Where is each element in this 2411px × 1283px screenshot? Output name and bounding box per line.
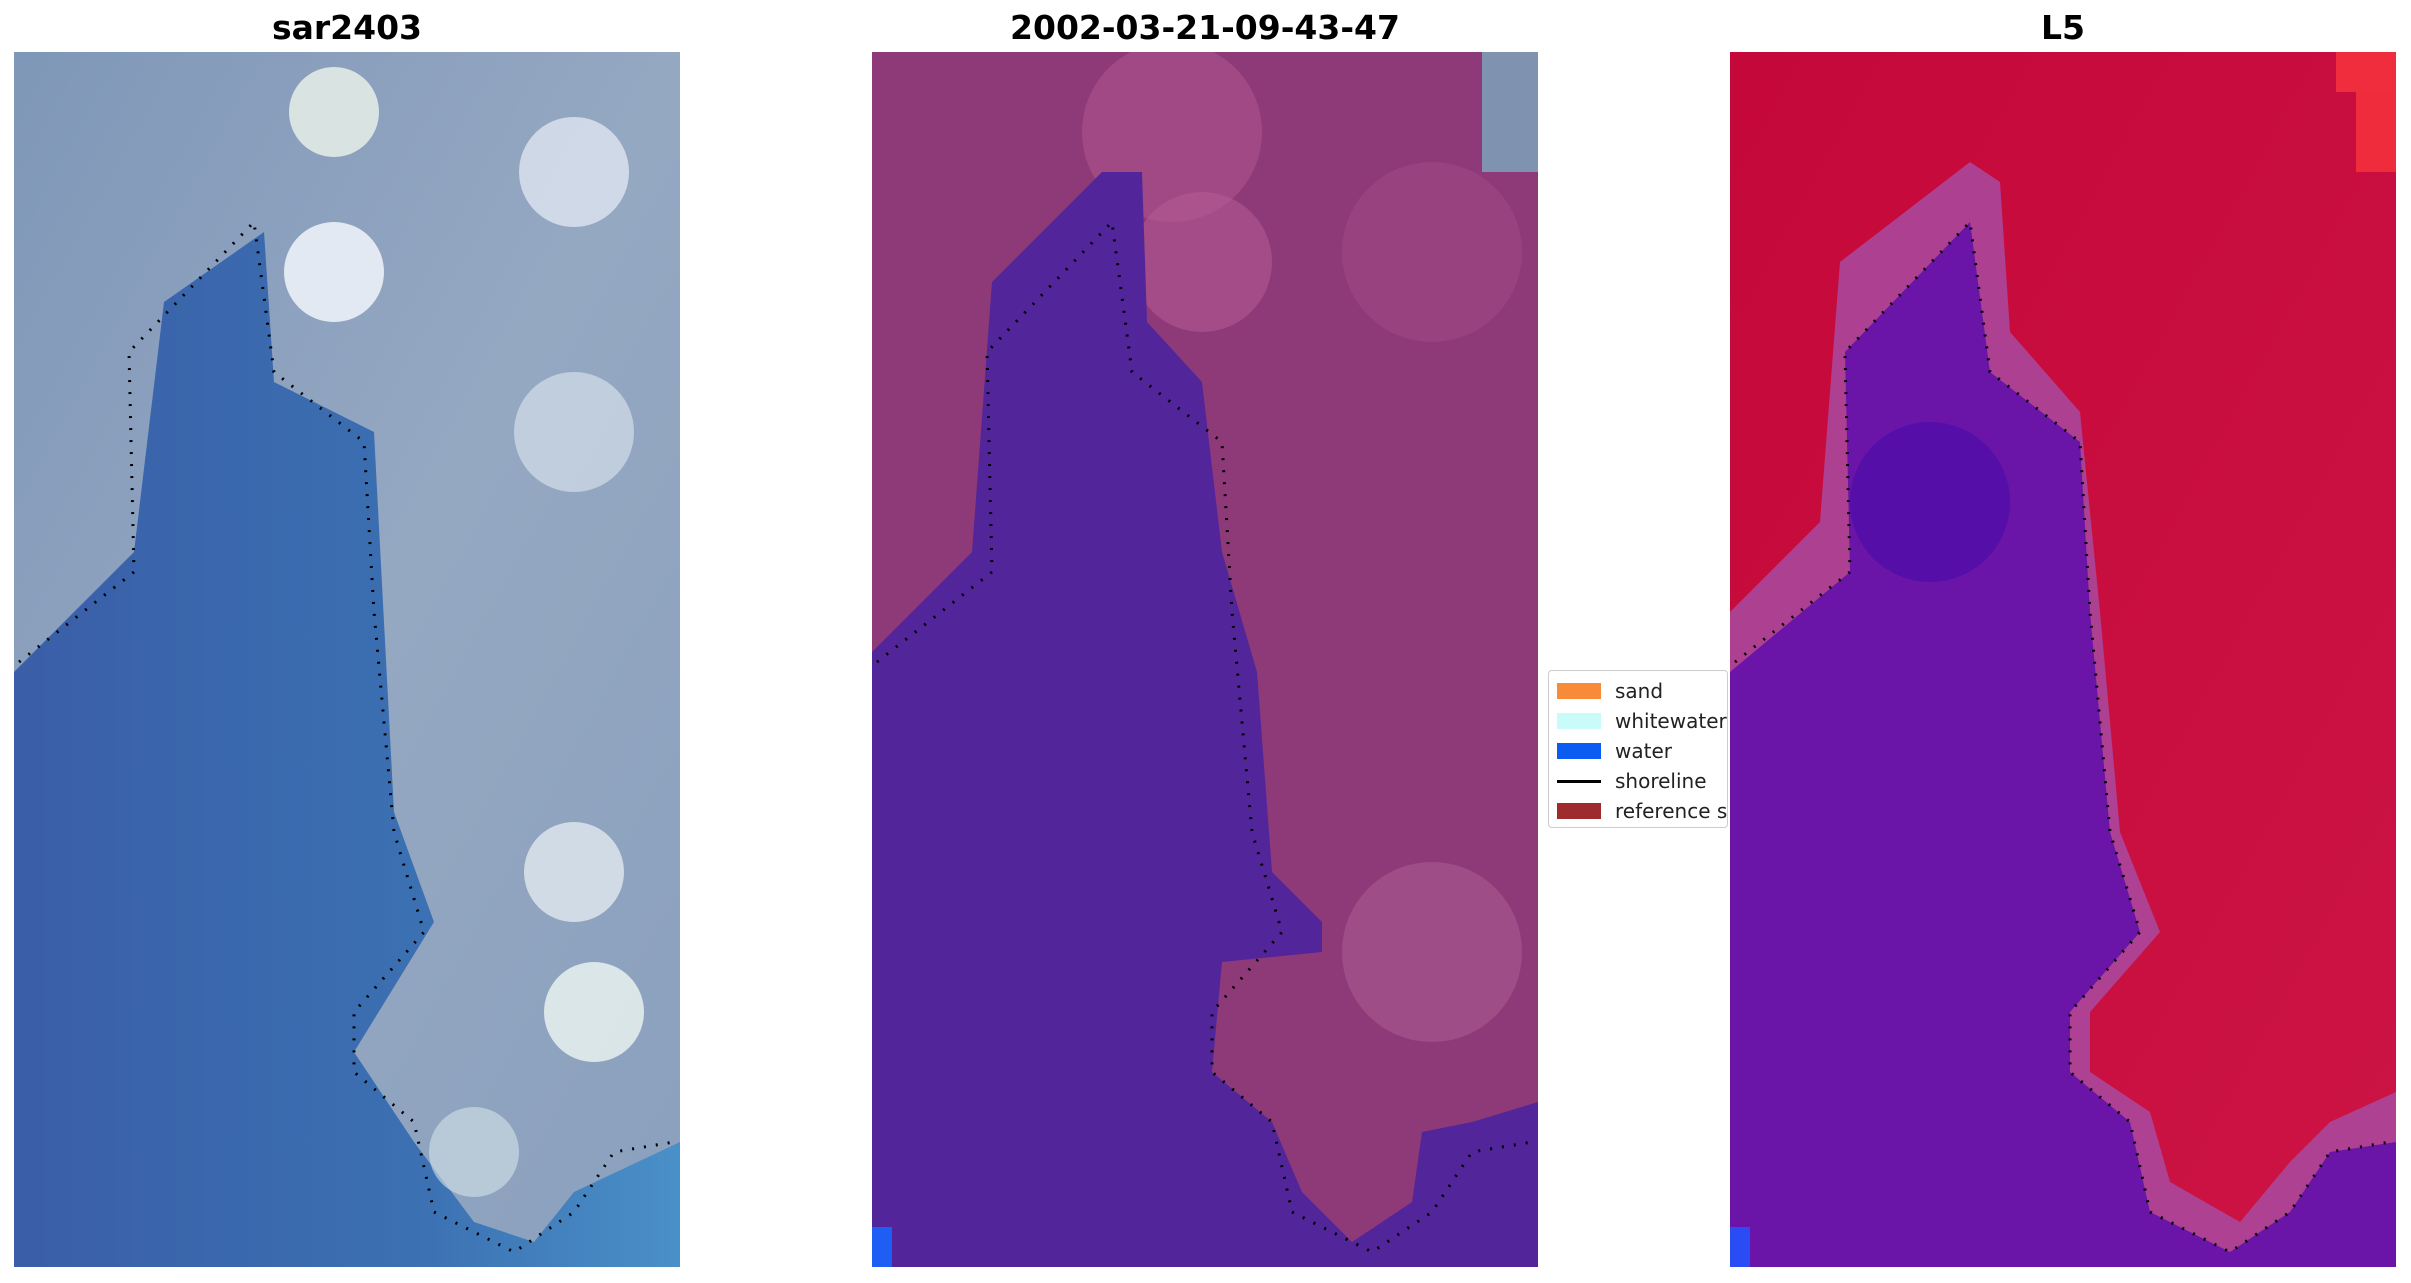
legend-label: sand — [1615, 679, 1664, 703]
legend-item-sand: sand — [1557, 679, 1663, 703]
legend-label: shoreline — [1615, 769, 1707, 793]
whitewater-swatch — [1557, 713, 1601, 729]
water-swatch — [1557, 743, 1601, 759]
rgb-image — [14, 52, 680, 1267]
legend-item-water: water — [1557, 739, 1672, 763]
panel-title-index: L5 — [2041, 8, 2085, 47]
legend-label: whitewater — [1615, 709, 1727, 733]
legend-item-whitewater: whitewater — [1557, 709, 1727, 733]
reference-shoreline-swatch — [1557, 803, 1601, 819]
index-image — [1730, 52, 2396, 1267]
sand-swatch — [1557, 683, 1601, 699]
classified-image-panel — [872, 52, 1538, 1267]
rgb-image-panel — [14, 52, 680, 1267]
legend-item-shoreline: shoreline — [1557, 769, 1707, 793]
index-image-panel — [1730, 52, 2396, 1267]
shoreline-line-icon — [1557, 779, 1601, 783]
legend-label: reference shoreline — [1615, 799, 1728, 823]
panel-title-classified: 2002-03-21-09-43-47 — [1010, 8, 1400, 47]
legend-label: water — [1615, 739, 1672, 763]
legend: sand whitewater water shoreline referenc… — [1548, 670, 1728, 828]
legend-item-reference-shoreline: reference shoreline — [1557, 799, 1728, 823]
panel-title-rgb: sar2403 — [271, 8, 423, 47]
classified-image — [872, 52, 1538, 1267]
